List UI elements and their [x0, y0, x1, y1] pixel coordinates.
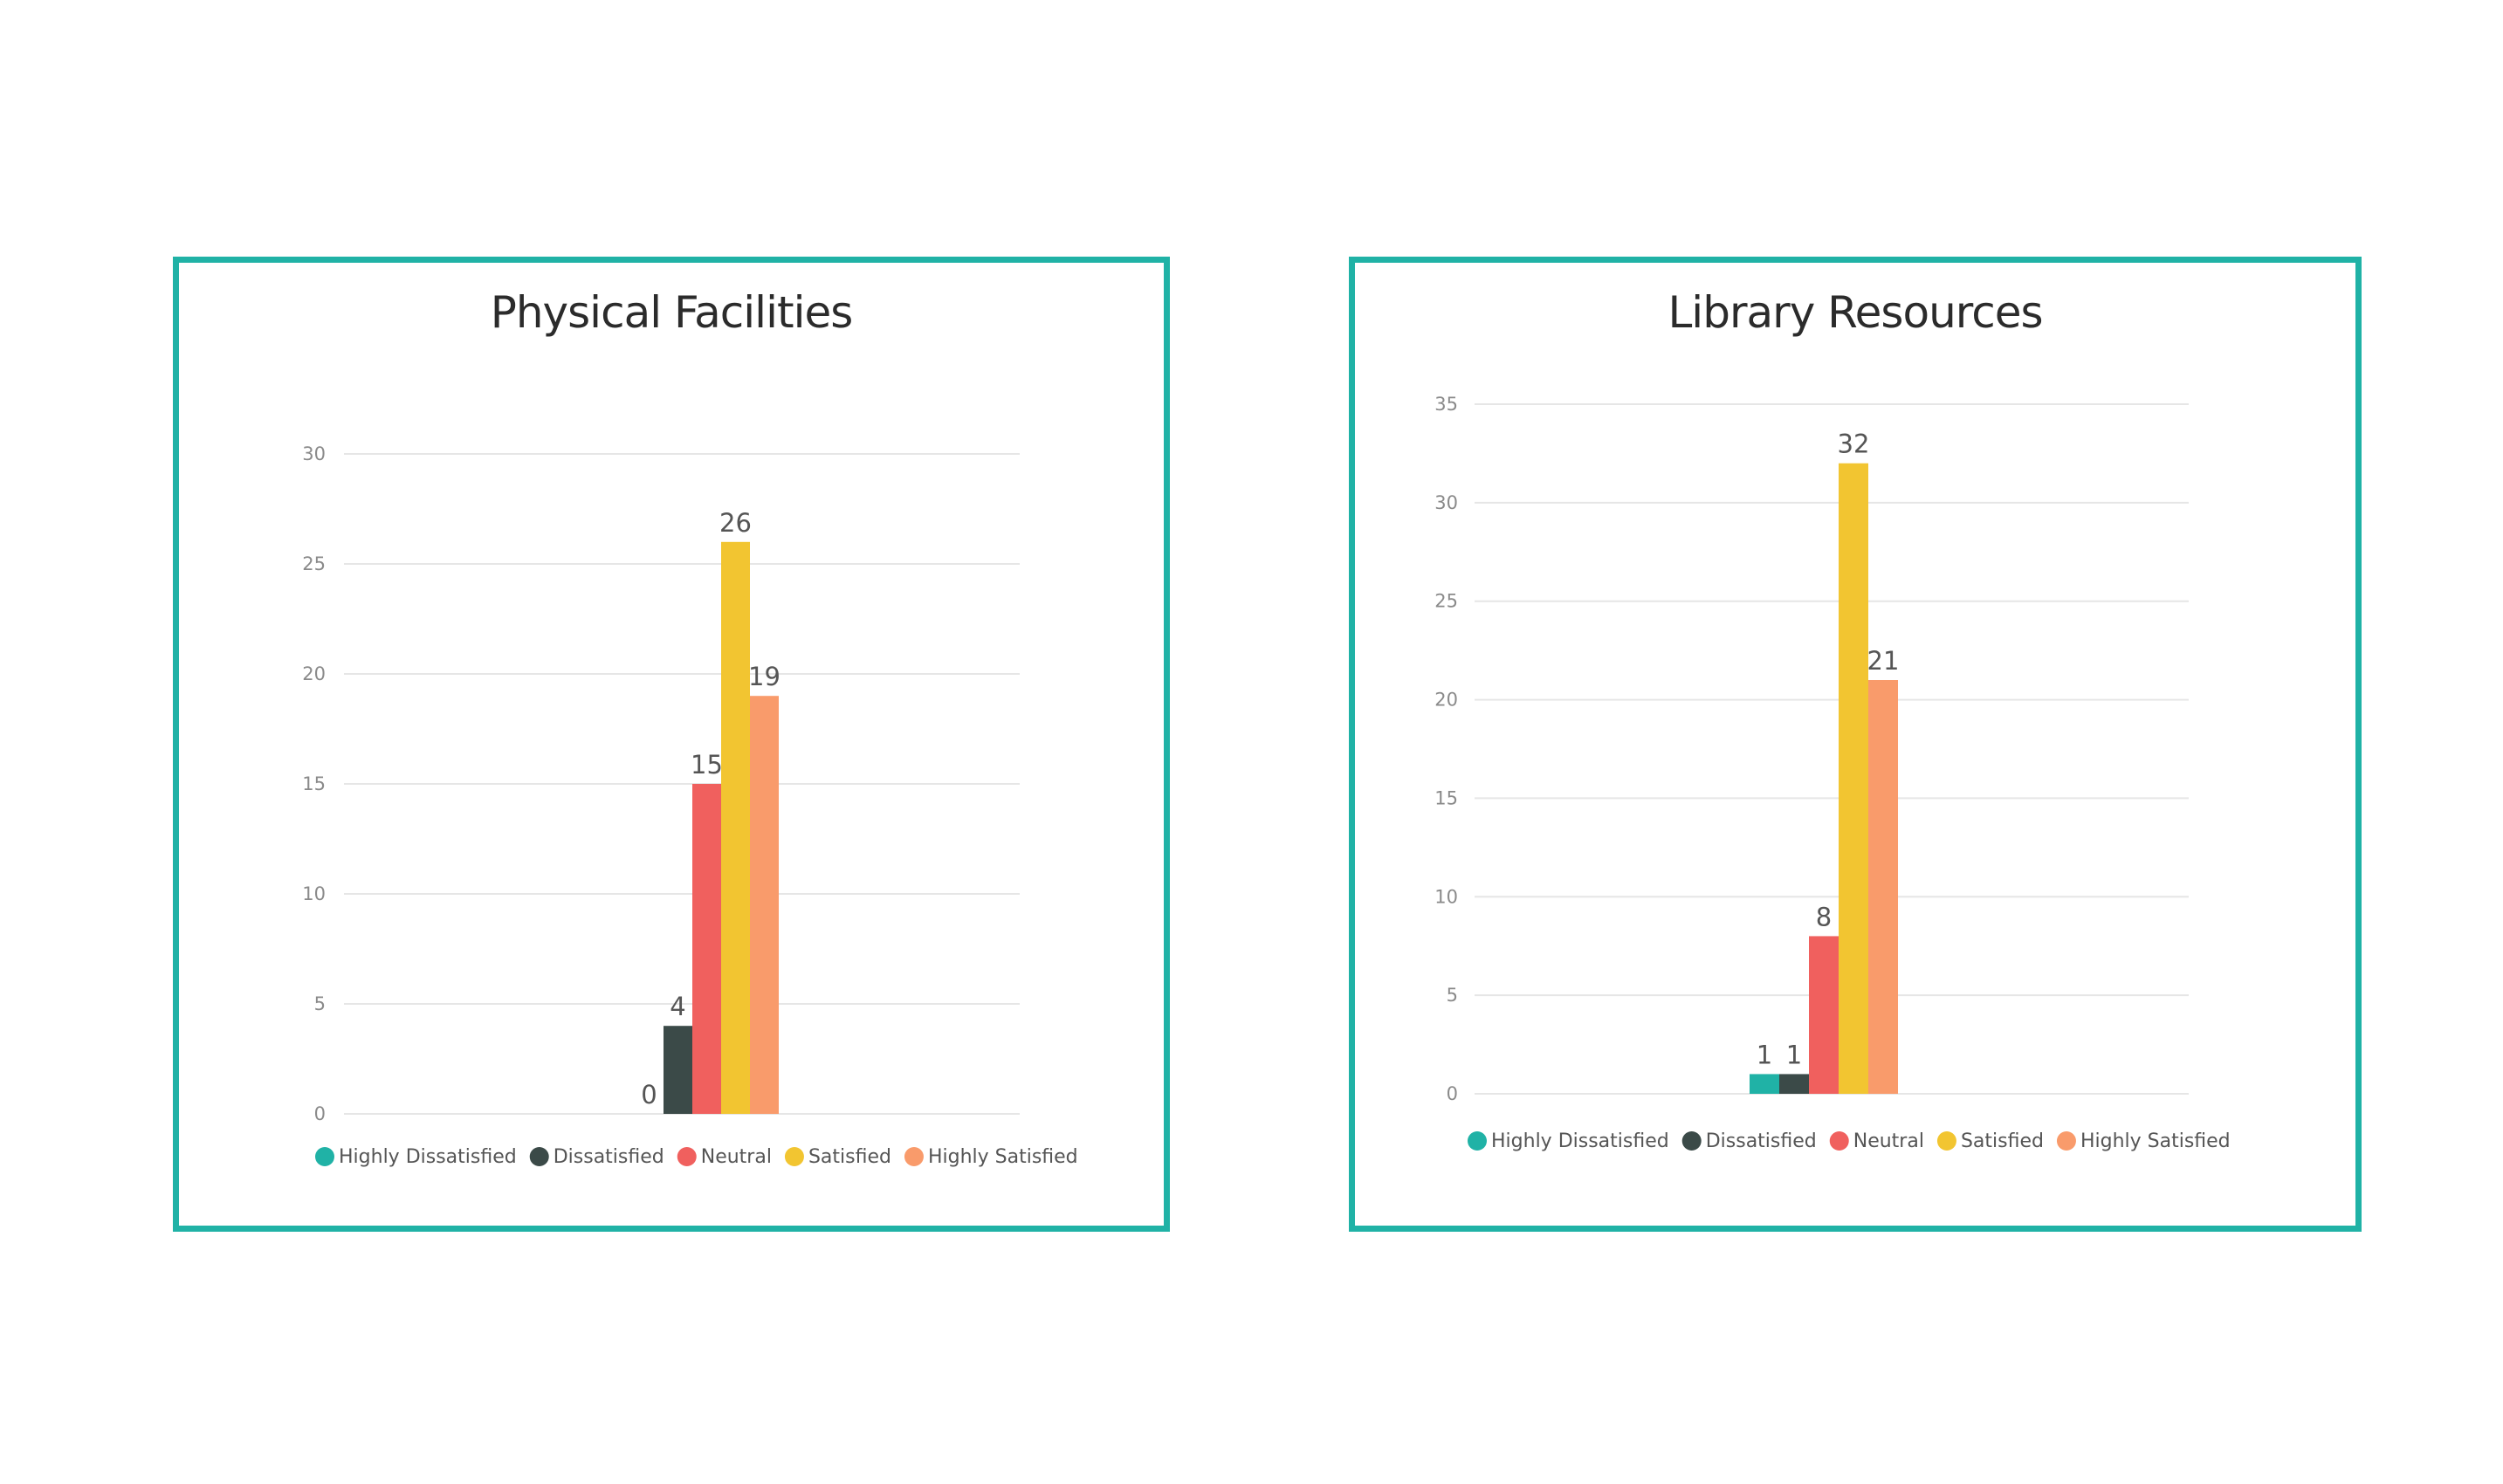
legend-marker-icon [315, 1147, 334, 1166]
data-label: 4 [670, 992, 685, 1021]
y-tick-label: 0 [314, 1103, 326, 1124]
legend-marker-icon [1681, 1131, 1702, 1151]
y-tick-label: 5 [314, 993, 326, 1014]
bar-satisfied [721, 541, 750, 1114]
bar-highly-satisfied [1868, 680, 1898, 1094]
bar-highly-satisfied [750, 696, 779, 1114]
legend-entry: Satisfied [808, 1146, 891, 1168]
chart-title: Library Resources [1668, 287, 2043, 338]
bar-dissatisfied [664, 1026, 692, 1114]
bar-satisfied [1839, 463, 1868, 1094]
data-label: 19 [748, 662, 780, 691]
data-label: 32 [1838, 429, 1870, 459]
legend-marker-icon [2056, 1131, 2076, 1151]
y-tick-label: 0 [1447, 1083, 1458, 1104]
legend-marker-icon [784, 1147, 804, 1166]
data-label: 8 [1816, 902, 1832, 931]
legend-entry: Highly Satisfied [928, 1146, 1078, 1168]
y-tick-label: 30 [302, 443, 326, 464]
legend-entry: Highly Satisfied [2080, 1130, 2231, 1152]
legend-entry: Satisfied [1961, 1130, 2044, 1152]
y-tick-label: 10 [302, 883, 326, 904]
legend-entry: Dissatisfied [554, 1146, 664, 1168]
data-label: 26 [719, 508, 752, 538]
legend-marker-icon [529, 1147, 549, 1166]
legend-entry: Neutral [701, 1146, 772, 1168]
y-tick-label: 35 [1434, 394, 1458, 415]
y-tick-label: 25 [302, 553, 326, 574]
chart-panel-physical-facilities: Physical Facilities 0 5 10 15 20 25 30 0 4 15 26 19… [173, 257, 1170, 1232]
y-tick-label: 15 [1434, 787, 1458, 808]
chart-panel-library-resources: Library Resources 0 5 10 15 20 25 30 35 1 1 8 32 21 H… [1349, 257, 2362, 1232]
bar-dissatisfied [1779, 1074, 1809, 1094]
y-tick-label: 5 [1447, 985, 1458, 1006]
data-label: 0 [641, 1080, 657, 1110]
data-label: 1 [1757, 1040, 1772, 1069]
bar-neutral [1809, 936, 1839, 1094]
legend-marker-icon [1936, 1131, 1956, 1151]
y-tick-label: 20 [1434, 690, 1458, 711]
data-label: 15 [691, 750, 723, 780]
y-tick-label: 15 [302, 773, 326, 794]
legend-entry: Highly Dissatisfied [1491, 1130, 1669, 1152]
bar-highly-dissatisfied [1750, 1074, 1779, 1094]
legend-entry: Highly Dissatisfied [339, 1146, 517, 1168]
y-tick-label: 30 [1434, 492, 1458, 513]
bar-chart-physical-facilities: 0 5 10 15 20 25 30 0 4 15 26 19 Highly Dissatisfied D… [302, 443, 1078, 1168]
legend-entry: Dissatisfied [1706, 1130, 1817, 1152]
legend-marker-icon [904, 1147, 924, 1166]
y-tick-label: 10 [1434, 886, 1458, 907]
legend-marker-icon [1468, 1131, 1487, 1151]
data-label: 21 [1867, 646, 1900, 676]
legend-marker-icon [1829, 1131, 1849, 1151]
legend-marker-icon [677, 1147, 697, 1166]
legend-entry: Neutral [1853, 1130, 1924, 1152]
y-tick-label: 20 [302, 663, 326, 684]
bar-neutral [692, 784, 721, 1114]
data-label: 1 [1786, 1040, 1802, 1069]
chart-title: Physical Facilities [490, 287, 854, 338]
bar-chart-library-resources: 0 5 10 15 20 25 30 35 1 1 8 32 21 Highly Dissatisfied… [1434, 394, 2231, 1152]
y-tick-label: 25 [1434, 591, 1458, 612]
